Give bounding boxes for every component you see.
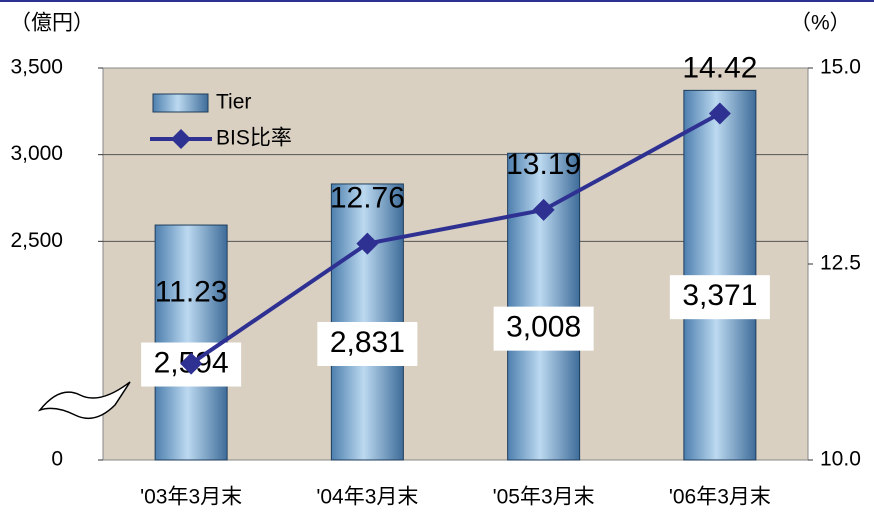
bar: [330, 183, 404, 461]
y-unit: （億円）: [10, 12, 94, 35]
y-tick-label: 3,000: [10, 142, 63, 165]
bar-value-label: 2,831: [330, 326, 405, 359]
x-tick-label: '06年3月末: [669, 486, 771, 509]
legend-label: Tier: [216, 91, 251, 114]
y-tick-label: 3,500: [10, 56, 63, 79]
bar-value-label: 3,371: [682, 279, 757, 312]
x-tick-label: '04年3月末: [316, 486, 418, 509]
value-label-box: [493, 306, 594, 351]
y2-tick-label: 10.0: [820, 448, 861, 471]
marker: [708, 102, 731, 125]
axis-break: [37, 381, 131, 420]
legend-label: BIS比率: [216, 127, 292, 150]
marker: [532, 198, 555, 221]
marker: [356, 232, 379, 255]
marker: [180, 352, 203, 375]
value-label-box: [669, 275, 770, 320]
y-tick-label: 2,500: [10, 229, 63, 252]
line-value-label: 13.19: [506, 148, 581, 181]
x-tick-label: '03年3月末: [140, 486, 242, 509]
legend-marker: [171, 129, 191, 149]
line-value-label: 14.42: [682, 51, 757, 84]
y2-tick-label: 12.5: [820, 252, 861, 275]
line: [189, 111, 721, 366]
value-label-box: [317, 321, 418, 366]
x-tick-label: '05年3月末: [493, 486, 595, 509]
line-value-label: 12.76: [330, 182, 405, 215]
y2-unit: （%）: [790, 12, 851, 35]
legend-swatch: [152, 93, 209, 113]
y-tick-label: 0: [51, 448, 63, 471]
line-value-label: 11.23: [155, 275, 228, 308]
bar-value-label: 3,008: [506, 311, 581, 344]
y2-tick-label: 15.0: [820, 56, 861, 79]
